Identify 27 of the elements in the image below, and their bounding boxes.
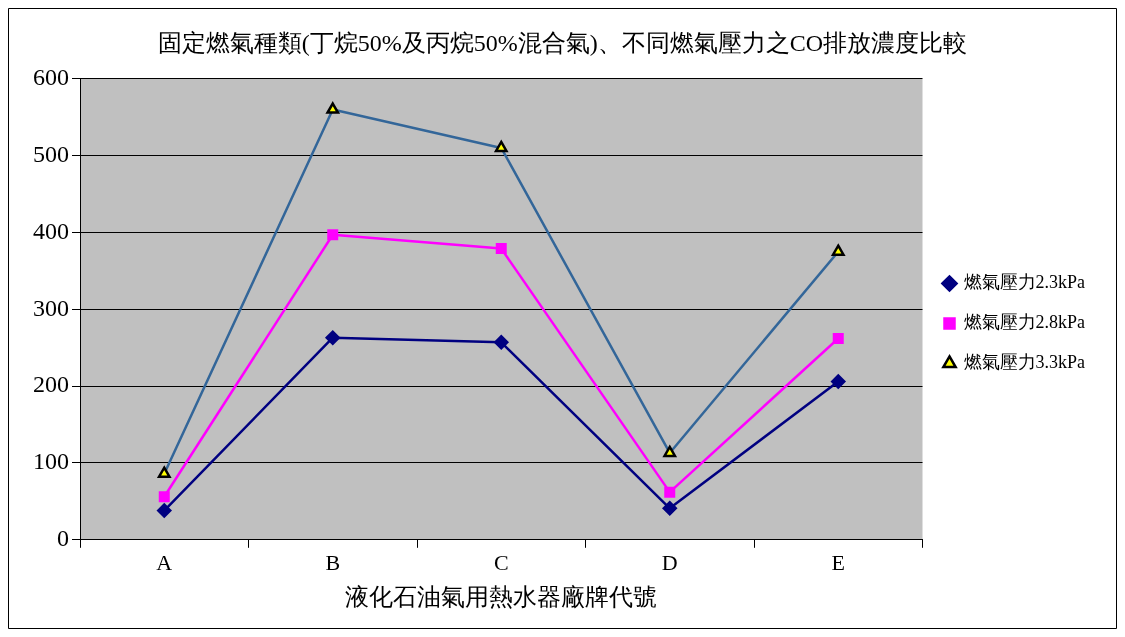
y-tick-label: 200 xyxy=(33,371,69,398)
x-tick-label: B xyxy=(325,549,341,575)
y-tick-label: 600 xyxy=(33,64,69,91)
point xyxy=(494,335,509,350)
point xyxy=(495,243,507,255)
point xyxy=(831,374,846,389)
point xyxy=(158,491,170,503)
y-tick-label: 300 xyxy=(33,294,69,321)
y-tick-label: 0 xyxy=(57,525,69,552)
point xyxy=(832,333,844,344)
legend-label: 燃氣壓力3.3kPa xyxy=(963,352,1086,373)
y-tick-label: 400 xyxy=(33,217,69,244)
point xyxy=(327,229,339,241)
point xyxy=(157,503,172,518)
y-tick-label: 500 xyxy=(33,140,69,167)
x-tick-label: C xyxy=(493,549,509,575)
x-tick-label: A xyxy=(156,549,173,575)
point xyxy=(325,330,340,345)
x-axis-title: 液化石油氣用熱水器廠牌代號 xyxy=(345,583,658,610)
x-tick-label: D xyxy=(661,549,678,575)
chart-title: 固定燃氣種類(丁烷50%及丙烷50%混合氣)、不同燃氣壓力之CO排放濃度比較 xyxy=(157,29,968,56)
y-tick-label: 100 xyxy=(33,448,69,475)
legend-label: 燃氣壓力2.3kPa xyxy=(963,272,1086,293)
point xyxy=(662,501,677,516)
point xyxy=(664,486,676,498)
x-tick-label: E xyxy=(831,549,845,575)
legend-label: 燃氣壓力2.8kPa xyxy=(963,312,1086,333)
